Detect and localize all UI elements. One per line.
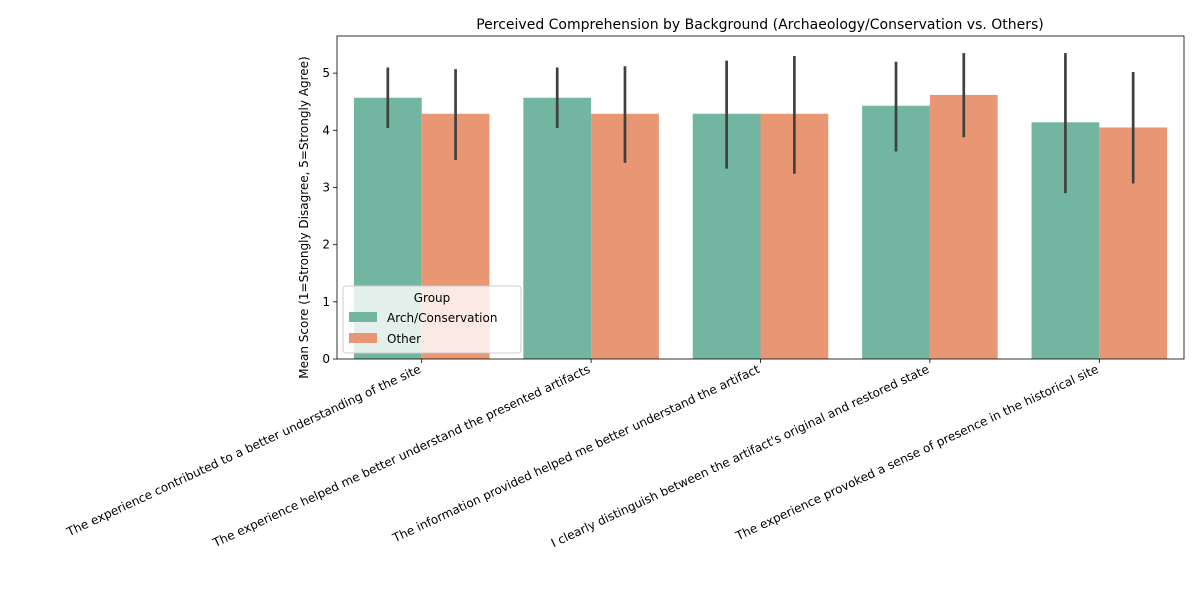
legend-swatch bbox=[349, 312, 377, 322]
error-bars-layer bbox=[386, 53, 1135, 194]
y-axis-title: Mean Score (1=Strongly Disagree, 5=Stron… bbox=[297, 56, 311, 378]
y-tick-label: 3 bbox=[322, 180, 330, 194]
x-tick-label: The experience contributed to a better u… bbox=[64, 362, 423, 539]
y-tick-label: 1 bbox=[322, 295, 330, 309]
bar bbox=[523, 97, 592, 360]
bars-layer bbox=[353, 94, 1168, 360]
x-tick-label: The experience helped me better understa… bbox=[210, 362, 593, 550]
legend-label: Arch/Conservation bbox=[387, 311, 497, 325]
bar bbox=[929, 94, 998, 360]
x-tick-label: The information provided helped me bette… bbox=[390, 362, 762, 546]
y-tick-label: 0 bbox=[322, 352, 330, 366]
y-tick-label: 4 bbox=[322, 123, 330, 137]
legend-box bbox=[342, 285, 522, 354]
legend-items: Arch/Conservation Other bbox=[349, 311, 497, 346]
legend-label: Other bbox=[387, 332, 421, 346]
chart-title: Perceived Comprehension by Background (A… bbox=[476, 17, 1044, 33]
legend-title: Group bbox=[414, 291, 451, 305]
x-tick-label: I clearly distinguish between the artifa… bbox=[549, 362, 931, 550]
y-tick-label: 5 bbox=[322, 66, 330, 80]
legend: Group Arch/Conservation Other bbox=[342, 285, 522, 354]
y-tick-label: 2 bbox=[322, 238, 330, 252]
x-tick-label: The experience provoked a sense of prese… bbox=[733, 362, 1101, 543]
legend-swatch bbox=[349, 333, 377, 343]
